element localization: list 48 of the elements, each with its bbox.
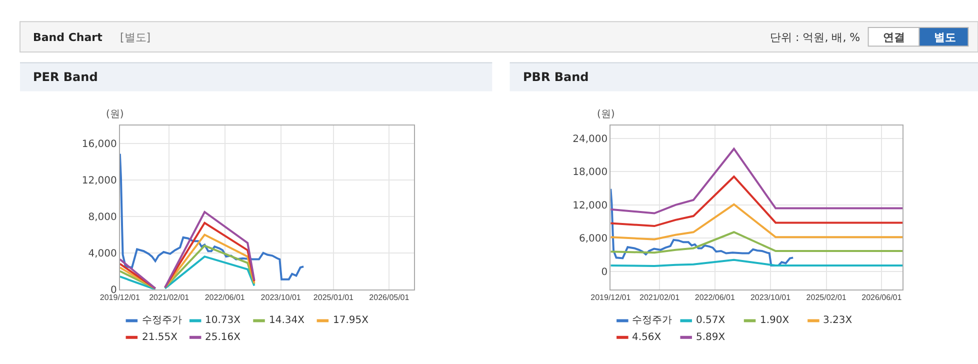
line-series [610,203,903,240]
y-axis-title: (원) [597,109,615,120]
x-tick-label: 2022/06/01 [694,292,736,302]
legend-label: 25.16X [205,332,241,343]
legend-label: 21.55X [142,332,178,343]
x-tick-label: 2021/02/01 [149,292,190,302]
legend-label: 1.90X [760,315,790,326]
x-tick-label: 2026/05/01 [369,292,410,302]
x-tick-label: 2023/10/01 [260,292,302,302]
line-series [610,176,903,228]
legend-label: 수정주가 [632,315,672,326]
legend-label: 5.89X [696,332,726,343]
y-tick-label: 0 [601,267,608,278]
line-series [120,152,305,280]
x-tick-label: 2021/02/01 [640,292,680,302]
chart-title: PER Band [33,70,98,84]
legend-label: 10.73X [205,315,241,326]
legend-label: 수정주가 [142,315,182,326]
y-axis-title: (원) [106,109,124,120]
y-tick-label: 12,000 [572,200,608,212]
y-tick-label: 18,000 [572,167,608,178]
x-tick-label: 2019/12/01 [590,292,632,302]
text: 별도 [934,31,956,44]
text: 단위 : 억원, 배, % [770,31,860,44]
line-series [610,148,903,214]
y-tick-label: 24,000 [572,134,608,145]
x-tick-label: 2025/01/01 [313,292,354,302]
x-tick-label: 2026/06/01 [862,292,902,302]
legend-label: 14.34X [269,315,305,326]
legend-label: 0.57X [696,315,726,326]
x-tick-label: 2022/06/01 [204,292,246,302]
text: [별도] [120,31,151,44]
chart-title: PBR Band [523,70,589,84]
y-tick-label: 8,000 [88,212,117,224]
line-series [610,258,903,268]
y-tick-label: 4,000 [88,248,117,260]
y-tick-label: 6,000 [579,234,608,245]
x-tick-label: 2023/10/01 [750,292,792,302]
text: 연결 [883,31,905,44]
y-tick-label: 12,000 [82,176,117,187]
text: Band Chart [33,31,102,44]
legend-label: 3.23X [823,315,852,326]
legend-label: 4.56X [632,332,662,343]
x-tick-label: 2025/02/01 [806,292,847,302]
legend-label: 17.95X [333,315,369,326]
y-tick-label: 16,000 [82,139,117,150]
line-series [610,188,794,266]
line-series [610,231,903,254]
